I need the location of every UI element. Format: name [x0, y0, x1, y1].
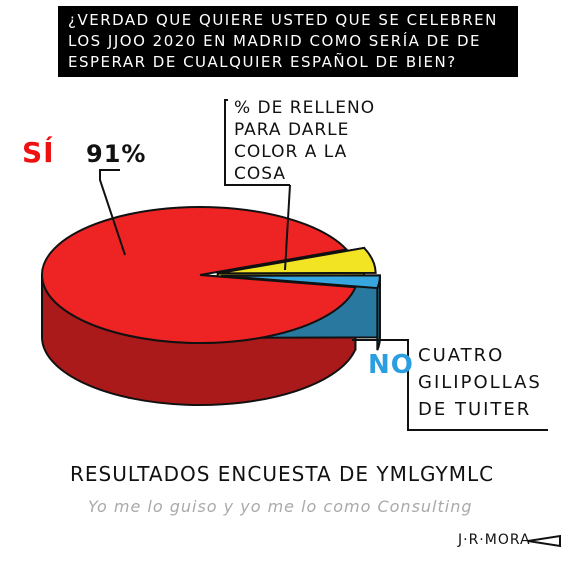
pointers [99, 99, 561, 548]
slices [41, 206, 381, 406]
label-no: NO [368, 350, 414, 380]
pointer-no [352, 339, 548, 431]
pointer-relleno [224, 99, 291, 271]
slice [221, 274, 381, 290]
signature: J·R·MORA [458, 532, 531, 548]
label-relleno: % DE RELLENO PARA DARLE COLOR A LA COSA [234, 98, 376, 184]
slice [217, 246, 377, 275]
pointer-si [99, 169, 126, 256]
pen-icon [527, 534, 561, 548]
subtitle: RESULTADOS ENCUESTA DE YMLGYMLC [70, 462, 495, 486]
annotation: CUATRO GILIPOLLAS DE TUITER [418, 345, 542, 420]
value-label: 91% [86, 140, 147, 168]
question: ¿VERDAD QUE QUIERE USTED QUE SE CELEBREN… [58, 6, 518, 77]
source: Yo me lo guiso y yo me lo como Consultin… [88, 497, 473, 516]
label-si: SÍ [22, 136, 55, 169]
